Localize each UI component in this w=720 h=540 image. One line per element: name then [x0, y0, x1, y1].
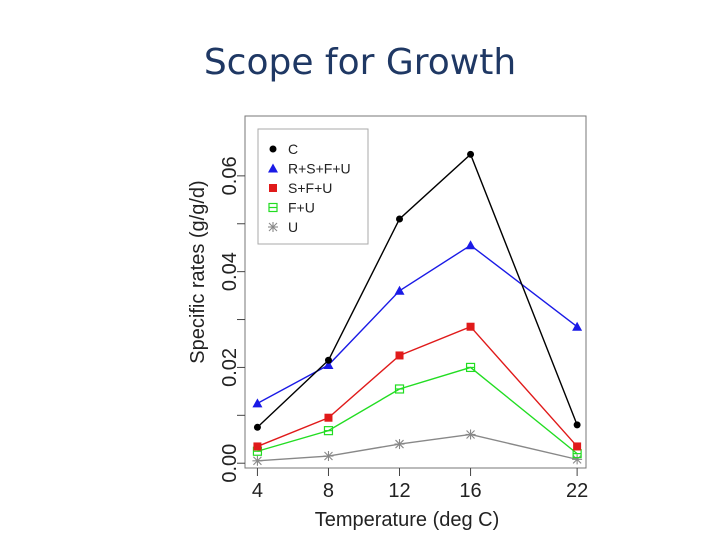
data-point-stroke	[395, 439, 404, 449]
legend: C R+S+F+U S+F+U F+U U	[257, 128, 369, 245]
legend-item: F+U	[268, 200, 315, 216]
plot-frame	[244, 115, 587, 469]
legend-label: F+U	[288, 200, 315, 216]
legend-label: S+F+U	[288, 180, 332, 196]
data-point	[268, 222, 278, 232]
data-point	[394, 384, 405, 394]
data-point	[324, 356, 332, 364]
data-point	[465, 240, 476, 250]
y-axis: 0.00 0.02 0.04 0.06	[219, 156, 245, 483]
legend-label: C	[288, 141, 298, 157]
data-point	[465, 362, 476, 373]
series-c	[253, 150, 581, 431]
data-point	[573, 442, 582, 451]
data-point-stroke	[324, 451, 333, 461]
data-point	[323, 451, 334, 462]
data-point	[465, 429, 476, 440]
y-tick-label: 0.06	[219, 156, 241, 195]
series-line	[257, 366, 578, 455]
data-point	[572, 321, 583, 331]
data-point	[252, 455, 263, 466]
legend-item: U	[268, 219, 298, 235]
x-tick-label: 22	[566, 480, 588, 502]
y-tick-label: 0.02	[219, 348, 241, 387]
data-point	[324, 413, 333, 422]
data-point	[269, 184, 277, 192]
legend-label: U	[288, 219, 298, 235]
data-point	[323, 360, 334, 370]
x-tick-label: 4	[252, 480, 263, 502]
data-point	[394, 439, 405, 450]
legend-item: C	[269, 141, 298, 157]
data-point	[572, 454, 583, 465]
data-point	[467, 150, 475, 158]
series-line	[257, 244, 578, 404]
data-point-stroke	[572, 454, 582, 464]
data-point	[573, 421, 581, 429]
x-axis: 4 8 12 16 22	[252, 468, 588, 502]
data-point	[253, 423, 261, 431]
data-point	[394, 285, 405, 295]
data-point	[323, 426, 334, 436]
data-point-stroke	[268, 222, 278, 232]
series-r-s-f-u	[252, 240, 583, 408]
data-point-stroke	[466, 430, 475, 439]
slide-title: Scope for Growth	[203, 42, 517, 83]
x-axis-label: Temperature (deg C)	[315, 509, 500, 531]
legend-item: R+S+F+U	[268, 161, 351, 177]
legend-label: R+S+F+U	[288, 161, 351, 177]
data-point	[268, 163, 278, 173]
x-tick-label: 12	[388, 480, 410, 502]
y-tick-label: 0.00	[219, 444, 241, 483]
data-point	[466, 322, 475, 331]
data-point	[268, 202, 278, 213]
series-f-u	[252, 362, 582, 459]
series-line	[257, 433, 578, 462]
y-axis-label: Specific rates (g/g/d)	[187, 180, 209, 363]
data-point	[253, 442, 262, 451]
data-point	[252, 398, 263, 408]
series-line	[257, 325, 578, 448]
x-tick-label: 8	[323, 480, 334, 502]
data-point-stroke	[253, 456, 262, 466]
series-layer	[252, 150, 583, 466]
x-tick-label: 16	[459, 480, 481, 502]
y-tick-label: 0.04	[219, 252, 241, 291]
data-point	[396, 215, 404, 223]
legend-item: S+F+U	[269, 180, 332, 196]
data-point	[395, 351, 404, 360]
series-u	[252, 429, 583, 466]
data-point	[269, 145, 277, 153]
series-s-f-u	[253, 322, 582, 451]
